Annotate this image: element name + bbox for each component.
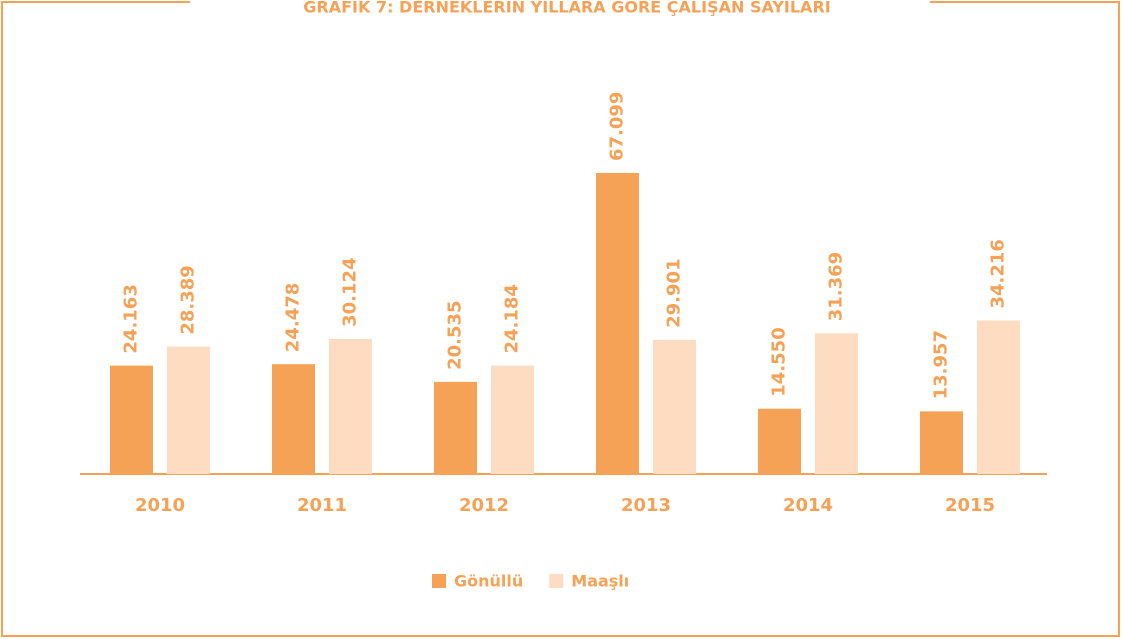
x-tick-label: 2010 — [135, 495, 185, 516]
data-label: 29.901 — [664, 258, 685, 327]
title-gap — [190, 0, 930, 12]
bar — [329, 338, 372, 474]
x-tick-label: 2012 — [459, 495, 509, 516]
x-tick-label: 2013 — [621, 495, 671, 516]
bar — [596, 173, 639, 474]
data-label: 34.216 — [988, 239, 1009, 308]
bar — [491, 365, 534, 474]
bar — [110, 365, 153, 474]
legend-label: Gönüllü — [454, 572, 523, 591]
bar — [758, 408, 801, 474]
data-label: 24.184 — [502, 284, 523, 353]
bar — [920, 411, 963, 474]
x-tick-label: 2011 — [297, 495, 347, 516]
data-label: 24.478 — [283, 283, 304, 352]
data-label: 13.957 — [931, 330, 952, 399]
legend-label: Maaşlı — [571, 572, 629, 591]
x-tick-label: 2014 — [783, 495, 833, 516]
chart-title: GRAFİK 7: DERNEKLERİN YILLARA GÖRE ÇALIŞ… — [303, 0, 830, 17]
bar — [434, 381, 477, 474]
data-label: 28.389 — [178, 265, 199, 334]
legend-swatch — [549, 574, 564, 588]
data-label: 20.535 — [445, 300, 466, 369]
bar — [167, 346, 210, 474]
data-label: 31.369 — [826, 252, 847, 321]
data-label: 30.124 — [340, 257, 361, 326]
legend-swatch — [432, 574, 446, 588]
bar — [815, 333, 858, 474]
data-label: 14.550 — [769, 327, 790, 396]
x-tick-label: 2015 — [945, 495, 995, 516]
bar — [977, 320, 1020, 474]
data-label: 67.099 — [607, 92, 628, 161]
bar — [272, 364, 315, 474]
bar — [653, 339, 696, 474]
data-label: 24.163 — [121, 284, 142, 353]
